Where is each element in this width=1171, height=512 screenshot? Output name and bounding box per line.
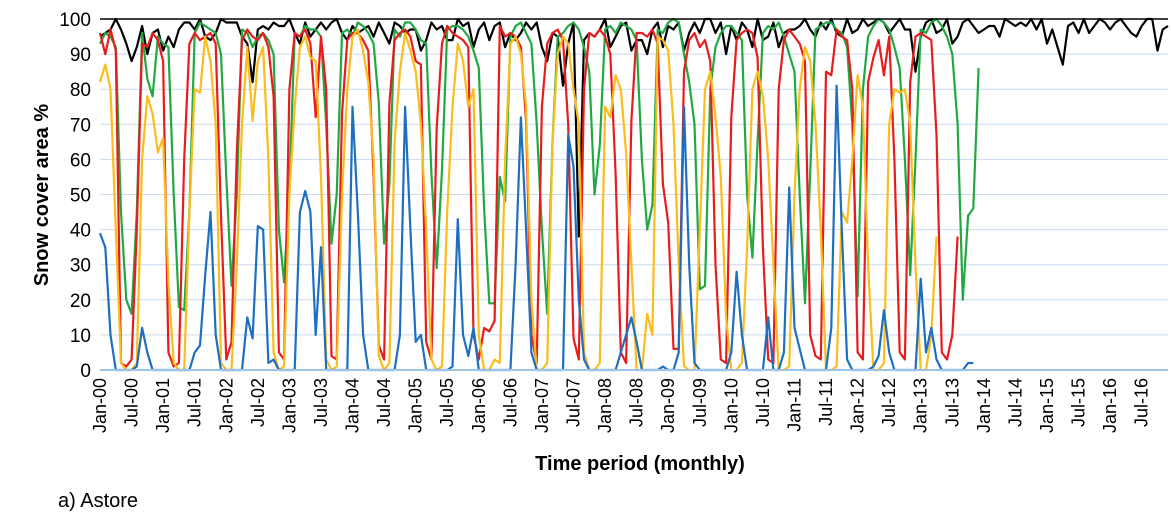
x-tick-label-11: Jul-05 <box>437 378 457 427</box>
y-tick-label-8: 80 <box>70 80 91 101</box>
x-tick-label-31: Jul-15 <box>1069 378 1089 427</box>
x-tick-label-26: Jan-13 <box>911 378 931 433</box>
x-axis-ticks: Jan-00 Jul-00 Jan-01 Jul-01 Jan-02 Jul-02 Jan-… <box>90 378 1152 433</box>
x-tick-label-2: Jan-01 <box>153 378 173 433</box>
x-tick-label-13: Jul-06 <box>500 378 520 427</box>
x-tick-label-5: Jul-02 <box>248 378 268 427</box>
y-tick-label-0: 0 <box>80 361 91 382</box>
series-line-3 <box>98 28 938 372</box>
x-tick-label-6: Jan-03 <box>279 378 299 433</box>
x-axis-title: Time period (monthly) <box>535 453 745 475</box>
series-line-0 <box>99 17 1169 238</box>
x-tick-label-0: Jan-00 <box>90 378 110 433</box>
y-axis-ticks: 0 10 20 30 40 50 60 70 80 90 100 <box>59 10 91 382</box>
y-axis-title: Snow cover area % <box>31 104 53 287</box>
y-tick-label-7: 70 <box>70 115 91 136</box>
x-tick-label-22: Jan-11 <box>785 378 805 432</box>
y-tick-label-6: 60 <box>70 150 91 171</box>
y-tick-label-5: 50 <box>70 186 91 207</box>
x-tick-label-20: Jan-10 <box>721 378 741 433</box>
x-tick-label-10: Jan-05 <box>406 378 426 433</box>
y-tick-label-3: 30 <box>70 256 91 277</box>
gridlines <box>100 53 1168 336</box>
x-tick-label-23: Jul-11 <box>816 378 836 426</box>
axes <box>100 18 1168 371</box>
y-tick-label-10: 100 <box>59 10 91 31</box>
x-tick-label-17: Jul-08 <box>627 378 647 427</box>
x-tick-label-8: Jan-04 <box>343 378 363 433</box>
x-tick-label-7: Jul-03 <box>311 378 331 427</box>
y-tick-label-9: 90 <box>70 45 91 66</box>
x-tick-label-19: Jul-09 <box>690 378 710 427</box>
x-tick-label-21: Jul-10 <box>753 378 773 427</box>
x-tick-label-9: Jul-04 <box>374 378 394 427</box>
x-tick-label-27: Jul-13 <box>942 378 962 427</box>
y-tick-label-2: 20 <box>70 291 91 312</box>
x-tick-label-1: Jul-00 <box>122 378 142 427</box>
x-tick-label-28: Jan-14 <box>974 378 994 433</box>
x-tick-label-14: Jan-07 <box>532 378 552 433</box>
y-tick-label-4: 40 <box>70 221 91 242</box>
x-tick-label-29: Jul-14 <box>1005 378 1025 427</box>
x-tick-label-32: Jan-16 <box>1100 378 1120 433</box>
x-tick-label-30: Jan-15 <box>1037 378 1057 433</box>
y-tick-label-1: 10 <box>70 326 91 347</box>
x-tick-label-18: Jan-09 <box>658 378 678 433</box>
x-tick-label-16: Jan-08 <box>595 378 615 433</box>
x-tick-label-15: Jul-07 <box>564 378 584 427</box>
x-tick-label-3: Jul-01 <box>185 378 205 427</box>
x-tick-label-4: Jan-02 <box>216 378 236 433</box>
x-tick-label-12: Jan-06 <box>469 378 489 433</box>
x-tick-label-33: Jul-16 <box>1132 378 1152 427</box>
x-tick-label-25: Jul-12 <box>879 378 899 427</box>
chart-caption: a) Astore <box>58 490 138 512</box>
x-tick-label-24: Jan-12 <box>848 378 868 433</box>
